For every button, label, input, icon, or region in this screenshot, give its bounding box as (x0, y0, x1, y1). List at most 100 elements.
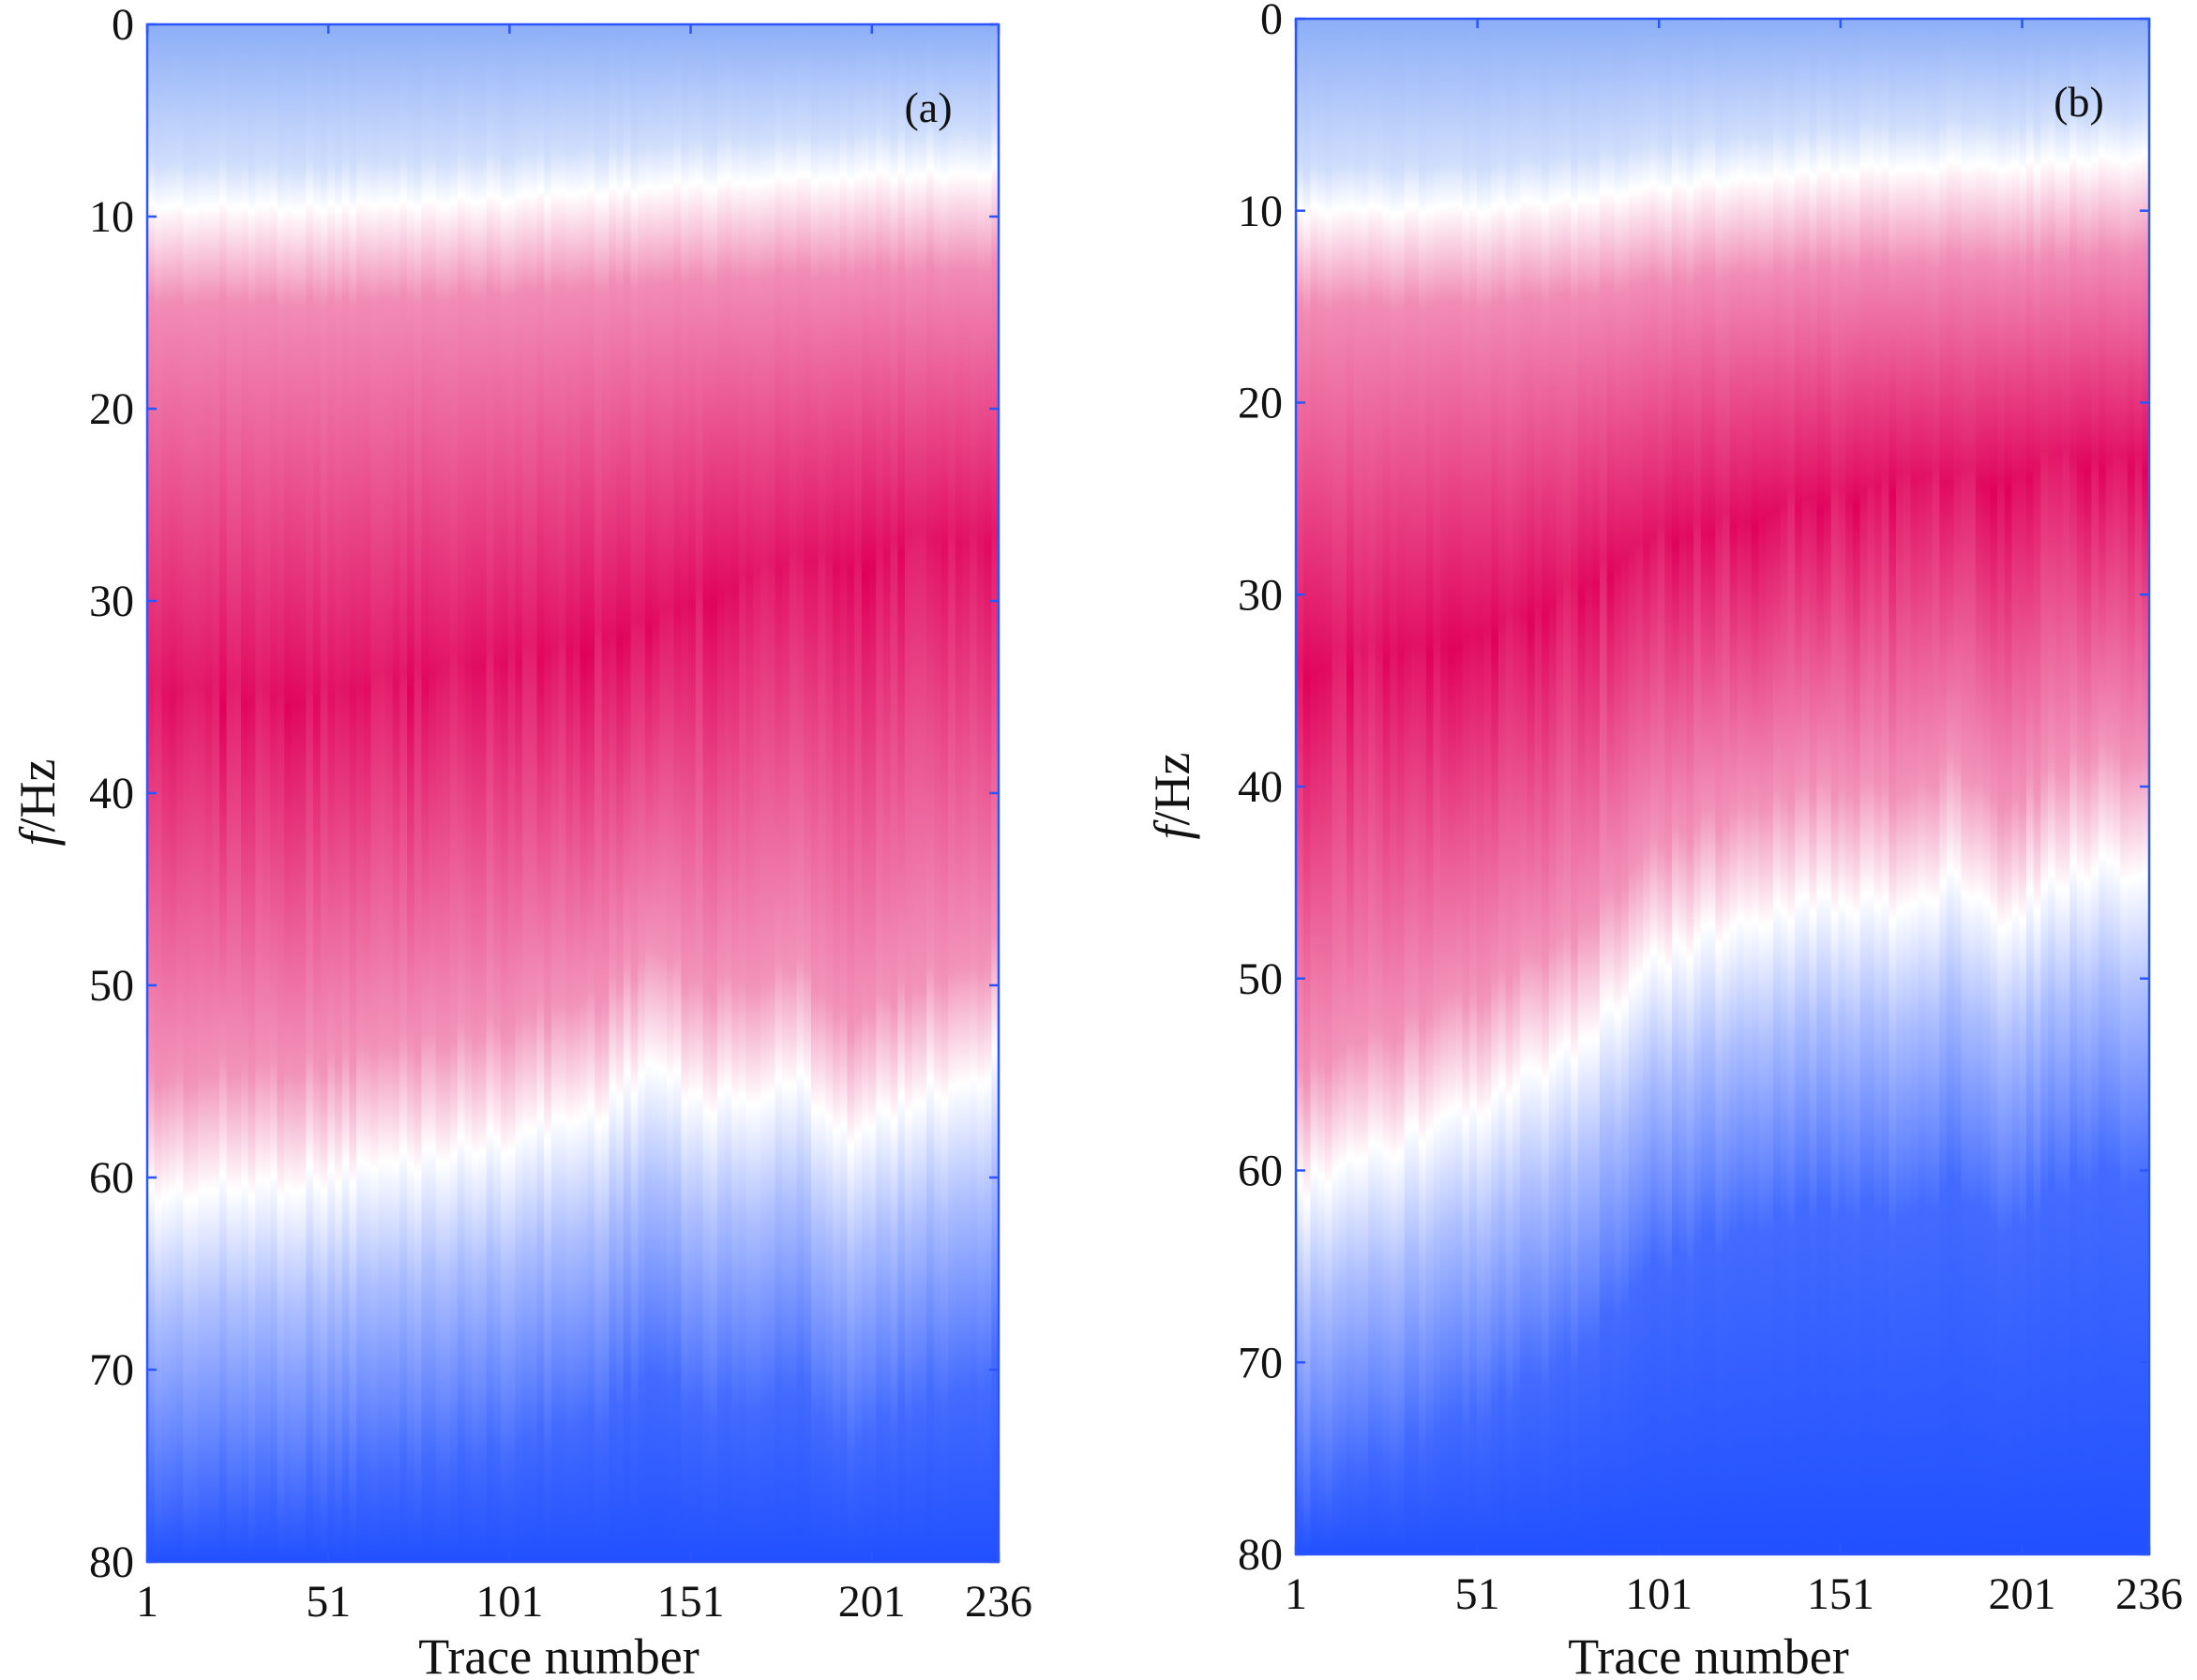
heatmap-column (335, 24, 343, 1562)
heatmap-column (1404, 19, 1412, 1554)
heatmap-column (782, 24, 790, 1562)
heatmap-column (2091, 19, 2099, 1554)
heatmap-column (263, 24, 271, 1562)
heatmap-column (1556, 19, 1564, 1554)
heatmap-column (1780, 19, 1788, 1554)
heatmap-column (1990, 19, 1998, 1554)
heatmap-column (1939, 19, 1948, 1554)
heatmap-column (1766, 19, 1774, 1554)
y-axis-title-a: f/Hz (9, 759, 66, 847)
heatmap-column (1382, 19, 1391, 1554)
heatmap-column (378, 24, 386, 1562)
y-tick-label: 30 (1238, 570, 1283, 620)
heatmap-column (241, 24, 249, 1562)
panel-label-b: (b) (2054, 78, 2104, 126)
heatmap-column (1621, 19, 1630, 1554)
heatmap-column (2040, 19, 2049, 1554)
heatmap-column (1483, 19, 1492, 1554)
heatmap-column (1332, 19, 1340, 1554)
heatmap-column (1469, 19, 1478, 1554)
heatmap-column (984, 24, 992, 1562)
heatmap-column (1571, 19, 1579, 1554)
heatmap-column (724, 24, 732, 1562)
heatmap-column (443, 24, 451, 1562)
heatmap-column (1599, 19, 1608, 1554)
heatmap-column (955, 24, 964, 1562)
heatmap-column (407, 24, 415, 1562)
heatmap-column (1592, 19, 1601, 1554)
heatmap-column (1910, 19, 1919, 1554)
heatmap-column (976, 24, 986, 1562)
heatmap-column (882, 24, 892, 1562)
heatmap-column (594, 24, 603, 1562)
heatmap-column (2011, 19, 2020, 1554)
heatmap-column (623, 24, 632, 1562)
heatmap-column (1353, 19, 1362, 1554)
heatmap-column (767, 24, 776, 1562)
heatmap-column (429, 24, 437, 1562)
x-tick-label: 51 (306, 1577, 351, 1627)
heatmap-column (1411, 19, 1420, 1554)
heatmap-column (291, 24, 300, 1562)
heatmap-column (1816, 19, 1825, 1554)
heatmap-column (1447, 19, 1456, 1554)
y-tick-label: 40 (89, 769, 134, 818)
heatmap-column (745, 24, 754, 1562)
heatmap-column (212, 24, 220, 1562)
heatmap-column (1852, 19, 1861, 1554)
heatmap-column (1795, 19, 1803, 1554)
heatmap-column (1903, 19, 1912, 1554)
heatmap-column (312, 24, 322, 1562)
heatmap-column (1324, 19, 1333, 1554)
heatmap-column (457, 24, 466, 1562)
heatmap-column (2033, 19, 2041, 1554)
heatmap-column (218, 24, 228, 1562)
heatmap-column (1801, 19, 1811, 1554)
heatmap-column (926, 24, 935, 1562)
heatmap-column (341, 24, 351, 1562)
y-tick-label: 20 (89, 384, 134, 434)
x-tick-label: 151 (1807, 1569, 1874, 1619)
heatmap-column (1686, 19, 1694, 1554)
heatmap-column (1425, 19, 1435, 1554)
heatmap-column (1454, 19, 1463, 1554)
heatmap-a (147, 24, 1000, 1562)
heatmap-column (833, 24, 841, 1562)
heatmap-column (1982, 19, 1991, 1554)
heatmap-column (370, 24, 379, 1562)
heatmap-column (695, 24, 704, 1562)
heatmap-column (652, 24, 660, 1562)
heatmap-column (1873, 19, 1883, 1554)
heatmap-column (226, 24, 234, 1562)
heatmap-column (2127, 19, 2136, 1554)
heatmap-column (1823, 19, 1832, 1554)
heatmap-column (1729, 19, 1738, 1554)
heatmap-column (544, 24, 552, 1562)
heatmap-column (1953, 19, 1963, 1554)
panel-label-a: (a) (904, 83, 952, 131)
heatmap-column (435, 24, 444, 1562)
heatmap-column (2120, 19, 2129, 1554)
heatmap-column (911, 24, 920, 1562)
heatmap-column (486, 24, 494, 1562)
heatmap-column (1859, 19, 1868, 1554)
y-axis-title-rest-a: /Hz (9, 759, 66, 832)
heatmap-column (1643, 19, 1651, 1554)
x-tick-label: 101 (475, 1577, 543, 1627)
heatmap-column (1772, 19, 1782, 1554)
heatmap-column (1657, 19, 1665, 1554)
heatmap-column (839, 24, 848, 1562)
heatmap-column (688, 24, 697, 1562)
heatmap-column (183, 24, 191, 1562)
heatmap-column (1497, 19, 1507, 1554)
heatmap-column (573, 24, 581, 1562)
heatmap-column (197, 24, 206, 1562)
heatmap-column (1534, 19, 1542, 1554)
heatmap-column (1678, 19, 1688, 1554)
heatmap-column (1512, 19, 1521, 1554)
heatmap-column (1968, 19, 1977, 1554)
heatmap-column (2069, 19, 2078, 1554)
y-tick-label: 50 (89, 961, 134, 1011)
